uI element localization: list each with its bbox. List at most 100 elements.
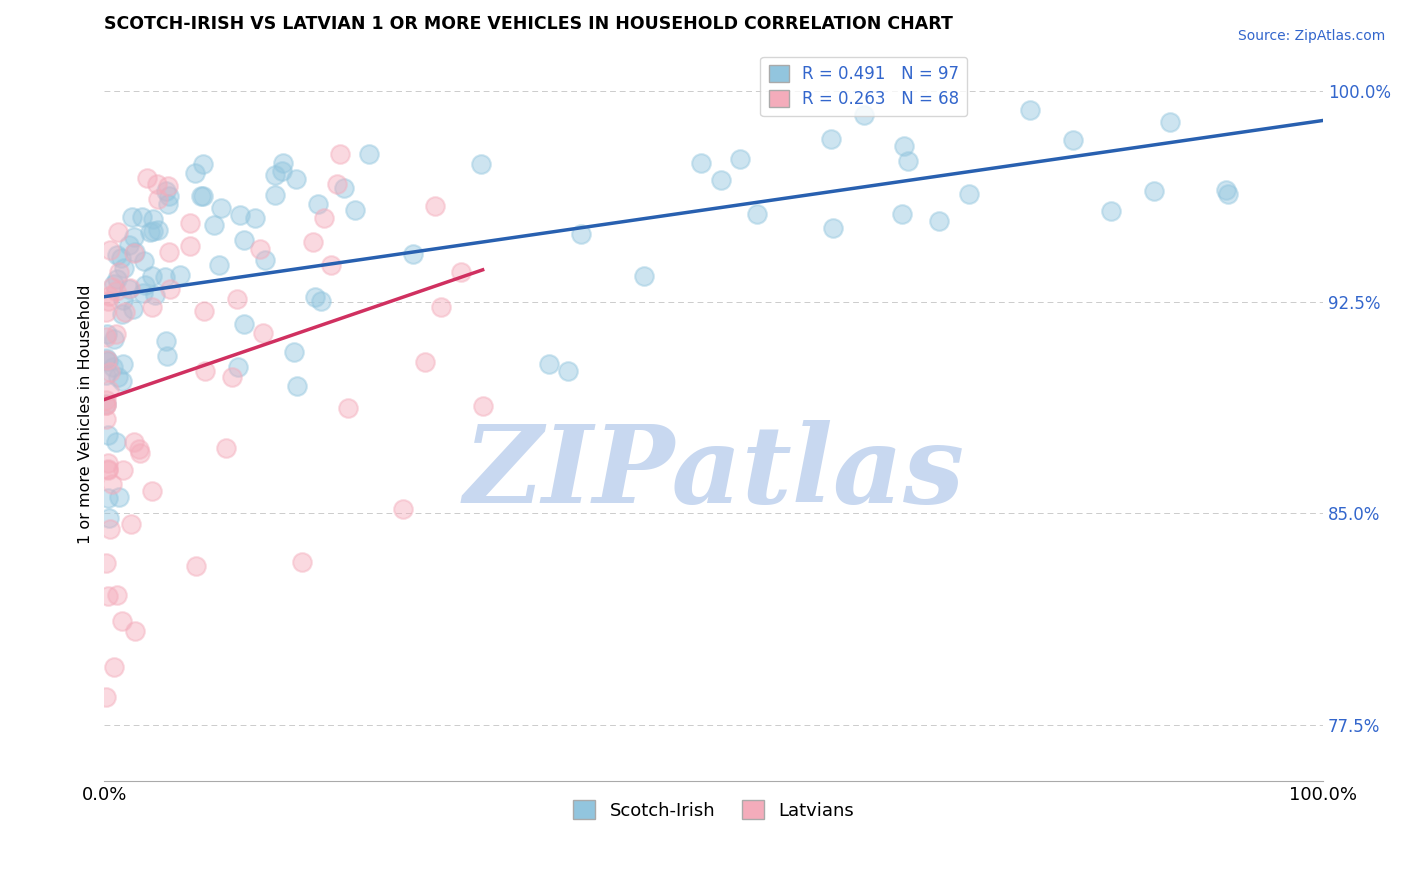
Point (94, 398, 117, 412)
Point (98, 384, 121, 398)
Point (285, 379, 308, 393)
Point (94, 412, 117, 426)
Point (193, 303, 215, 318)
Point (97, 462, 120, 476)
Point (1159, 115, 1181, 129)
Point (141, 483, 163, 498)
Point (450, 265, 472, 279)
Point (333, 181, 356, 195)
Point (226, 359, 249, 374)
Point (283, 345, 305, 359)
Point (131, 286, 153, 301)
Point (557, 364, 579, 378)
Point (121, 211, 143, 225)
Point (101, 359, 124, 374)
Point (96, 353, 118, 368)
Point (1215, 182, 1237, 196)
Point (1143, 184, 1166, 198)
Text: Source: ZipAtlas.com: Source: ZipAtlas.com (1237, 29, 1385, 43)
Point (209, 201, 232, 215)
Text: ZIPatlas: ZIPatlas (463, 420, 965, 526)
Point (307, 196, 329, 211)
Point (264, 168, 287, 182)
Point (159, 282, 181, 296)
Point (853, 108, 876, 122)
Point (120, 281, 142, 295)
Legend: Scotch-Irish, Latvians: Scotch-Irish, Latvians (567, 793, 862, 827)
Point (319, 258, 342, 272)
Point (270, 164, 292, 178)
Point (1218, 187, 1240, 202)
Point (1062, 133, 1084, 147)
Point (97, 294, 120, 309)
Point (891, 207, 914, 221)
Point (264, 188, 287, 202)
Point (537, 357, 560, 371)
Point (97, 589, 120, 603)
Point (98, 365, 121, 379)
Point (142, 212, 165, 227)
Point (155, 334, 177, 349)
Point (97, 354, 120, 368)
Point (249, 242, 271, 256)
Point (134, 278, 156, 293)
Point (112, 357, 135, 371)
Point (124, 435, 146, 450)
Point (243, 211, 266, 225)
Point (122, 246, 145, 260)
Point (104, 434, 127, 449)
Point (97, 428, 120, 442)
Point (157, 196, 180, 211)
Point (124, 624, 146, 638)
Point (111, 463, 134, 477)
Point (430, 300, 453, 314)
Point (1099, 203, 1122, 218)
Point (97, 491, 120, 505)
Point (183, 166, 205, 180)
Point (897, 153, 920, 168)
Point (138, 225, 160, 239)
Point (190, 189, 212, 203)
Point (710, 172, 733, 186)
Point (129, 446, 152, 460)
Point (97, 456, 120, 470)
Point (141, 269, 163, 284)
Point (128, 442, 150, 457)
Point (820, 132, 842, 146)
Point (745, 207, 768, 221)
Point (143, 288, 166, 302)
Point (413, 355, 436, 369)
Point (337, 401, 360, 415)
Point (104, 284, 127, 298)
Point (179, 239, 201, 253)
Point (191, 157, 214, 171)
Point (153, 270, 176, 285)
Point (157, 245, 180, 260)
Point (402, 247, 425, 261)
Y-axis label: 1 or more Vehicles in Household: 1 or more Vehicles in Household (79, 285, 93, 544)
Point (157, 188, 180, 202)
Point (1019, 103, 1042, 117)
Point (728, 152, 751, 166)
Point (633, 268, 655, 283)
Point (94, 352, 117, 367)
Point (111, 374, 134, 388)
Point (97, 463, 120, 477)
Point (208, 258, 231, 272)
Point (131, 210, 153, 224)
Point (202, 218, 225, 232)
Point (103, 660, 125, 674)
Point (120, 517, 142, 532)
Point (114, 305, 136, 319)
Point (98, 511, 121, 525)
Point (107, 370, 129, 384)
Point (118, 282, 141, 296)
Point (232, 233, 254, 247)
Point (471, 399, 494, 413)
Point (96, 305, 118, 319)
Point (124, 244, 146, 259)
Point (184, 558, 207, 573)
Point (94, 690, 117, 705)
Point (132, 254, 155, 268)
Point (155, 184, 177, 198)
